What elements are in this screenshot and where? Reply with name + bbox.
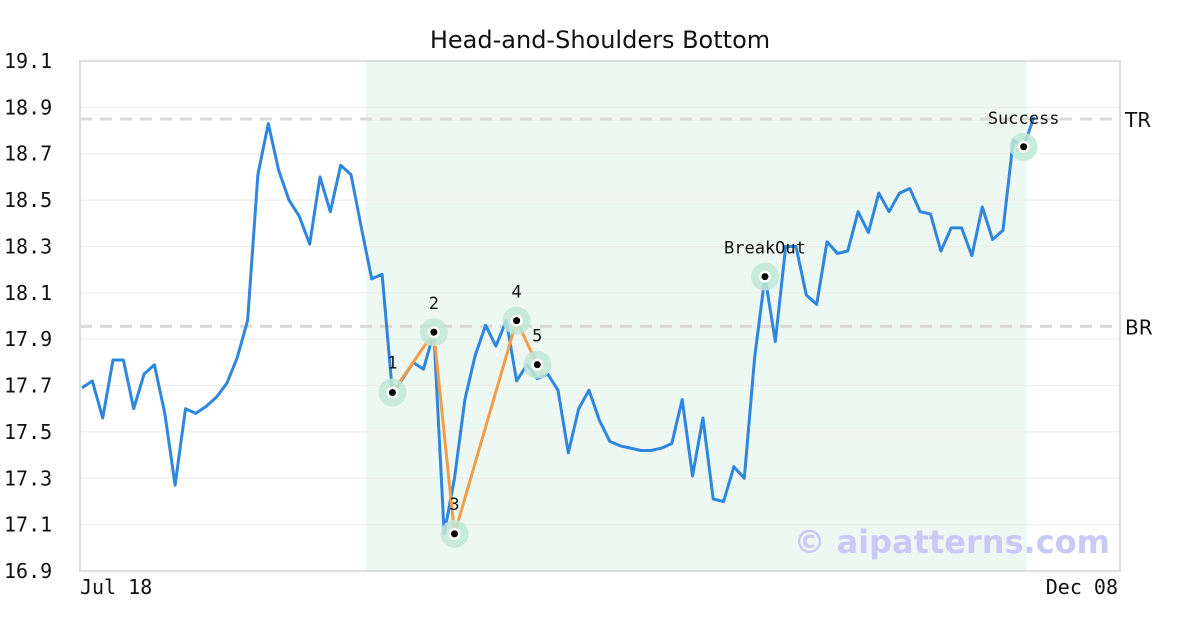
level-lines: TR BR	[80, 108, 1153, 339]
pattern-point-3-dot	[451, 530, 459, 538]
pattern-point-2-label: 2	[429, 294, 439, 314]
y-tick-label: 17.3	[4, 466, 52, 490]
pattern-point-1-label: 1	[387, 354, 397, 374]
pattern-point-5-label: 5	[532, 327, 542, 347]
x-tick-label-start: Jul 18	[80, 575, 152, 599]
y-tick-label: 18.3	[4, 234, 52, 258]
pattern-point-4-label: 4	[511, 283, 521, 303]
x-tick-label-end: Dec 08	[1046, 575, 1118, 599]
plot-frame	[79, 60, 1121, 572]
price-series	[81, 116, 1036, 536]
y-tick-label: 18.1	[4, 281, 52, 305]
pattern-window-band	[365, 61, 1027, 571]
pattern-point-3-label: 3	[449, 495, 459, 515]
annotation-success-label: Success	[988, 109, 1060, 129]
y-tick-label: 17.7	[4, 374, 52, 398]
watermark: © aipatterns.com	[793, 523, 1110, 561]
y-tick-label: 17.1	[4, 513, 52, 537]
pattern-point-4-dot	[513, 317, 521, 325]
price-line	[81, 116, 1036, 536]
pattern-point-1-dot	[388, 389, 396, 396]
pattern-point-5-dot	[533, 361, 541, 369]
y-tick-label: 18.7	[4, 142, 52, 166]
level-label-br: BR	[1125, 315, 1153, 339]
level-label-tr: TR	[1124, 108, 1151, 132]
chart-title: Head-and-Shoulders Bottom	[430, 26, 770, 54]
pattern-window-layer	[365, 61, 1027, 571]
annotation-success-dot	[1020, 143, 1028, 151]
y-tick-label: 18.9	[4, 95, 52, 119]
y-tick-label: 16.9	[4, 559, 52, 583]
y-axis-tick-labels: 16.9 17.1 17.3 17.5 17.7 17.9 18.1 18.3 18.5 18.7…	[4, 49, 52, 583]
y-tick-label: 17.5	[4, 420, 52, 444]
y-tick-label: 17.9	[4, 327, 52, 351]
pattern-point-2-dot	[430, 328, 438, 336]
y-tick-label: 19.1	[4, 49, 52, 73]
annotation-breakout-label: BreakOut	[724, 239, 806, 259]
y-tick-label: 18.5	[4, 188, 52, 212]
annotation-breakout-dot	[761, 273, 769, 281]
pattern-markers: 1 2 3 4 5 BreakOut Success	[378, 109, 1059, 548]
